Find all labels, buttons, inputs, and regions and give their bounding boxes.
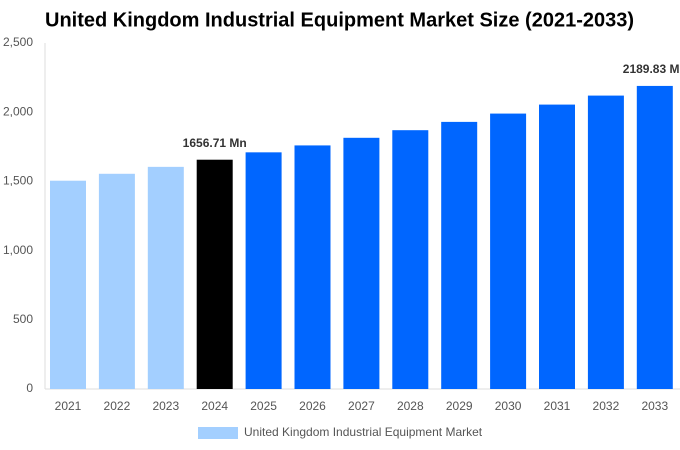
bar <box>441 121 478 389</box>
bar <box>539 104 575 389</box>
x-tick-label: 2028 <box>397 399 424 413</box>
bar <box>98 173 135 389</box>
x-tick-label: 2025 <box>250 399 277 413</box>
y-tick-label: 1,500 <box>3 174 33 188</box>
legend-label: United Kingdom Industrial Equipment Mark… <box>244 425 483 439</box>
bar <box>587 95 624 389</box>
x-tick-label: 2024 <box>201 399 228 413</box>
y-tick-label: 2,500 <box>3 35 33 49</box>
bar <box>636 85 673 390</box>
x-tick-label: 2026 <box>299 399 326 413</box>
x-tick-label: 2031 <box>544 399 571 413</box>
x-tick-label: 2027 <box>348 399 375 413</box>
x-tick-label: 2022 <box>104 399 131 413</box>
y-tick-label: 2,000 <box>3 104 33 118</box>
x-tick-label: 2033 <box>641 399 668 413</box>
y-tick-label: 500 <box>13 312 33 326</box>
value-label: 2189.83 Mn <box>623 62 680 76</box>
value-label: 1656.71 Mn <box>183 136 247 150</box>
y-tick-label: 0 <box>26 381 33 395</box>
chart-title: United Kingdom Industrial Equipment Mark… <box>45 9 634 31</box>
bar <box>50 180 86 389</box>
bar <box>245 152 282 389</box>
x-tick-label: 2021 <box>55 399 82 413</box>
bar <box>490 113 527 390</box>
y-tick-label: 1,000 <box>3 243 33 257</box>
x-tick-label: 2029 <box>446 399 473 413</box>
bar <box>147 166 184 389</box>
bar <box>343 137 380 389</box>
x-tick-label: 2030 <box>495 399 522 413</box>
legend-swatch <box>198 427 238 439</box>
bar <box>196 159 233 389</box>
bar <box>294 145 331 389</box>
bar <box>392 130 429 389</box>
x-tick-label: 2023 <box>152 399 179 413</box>
x-tick-label: 2032 <box>593 399 620 413</box>
